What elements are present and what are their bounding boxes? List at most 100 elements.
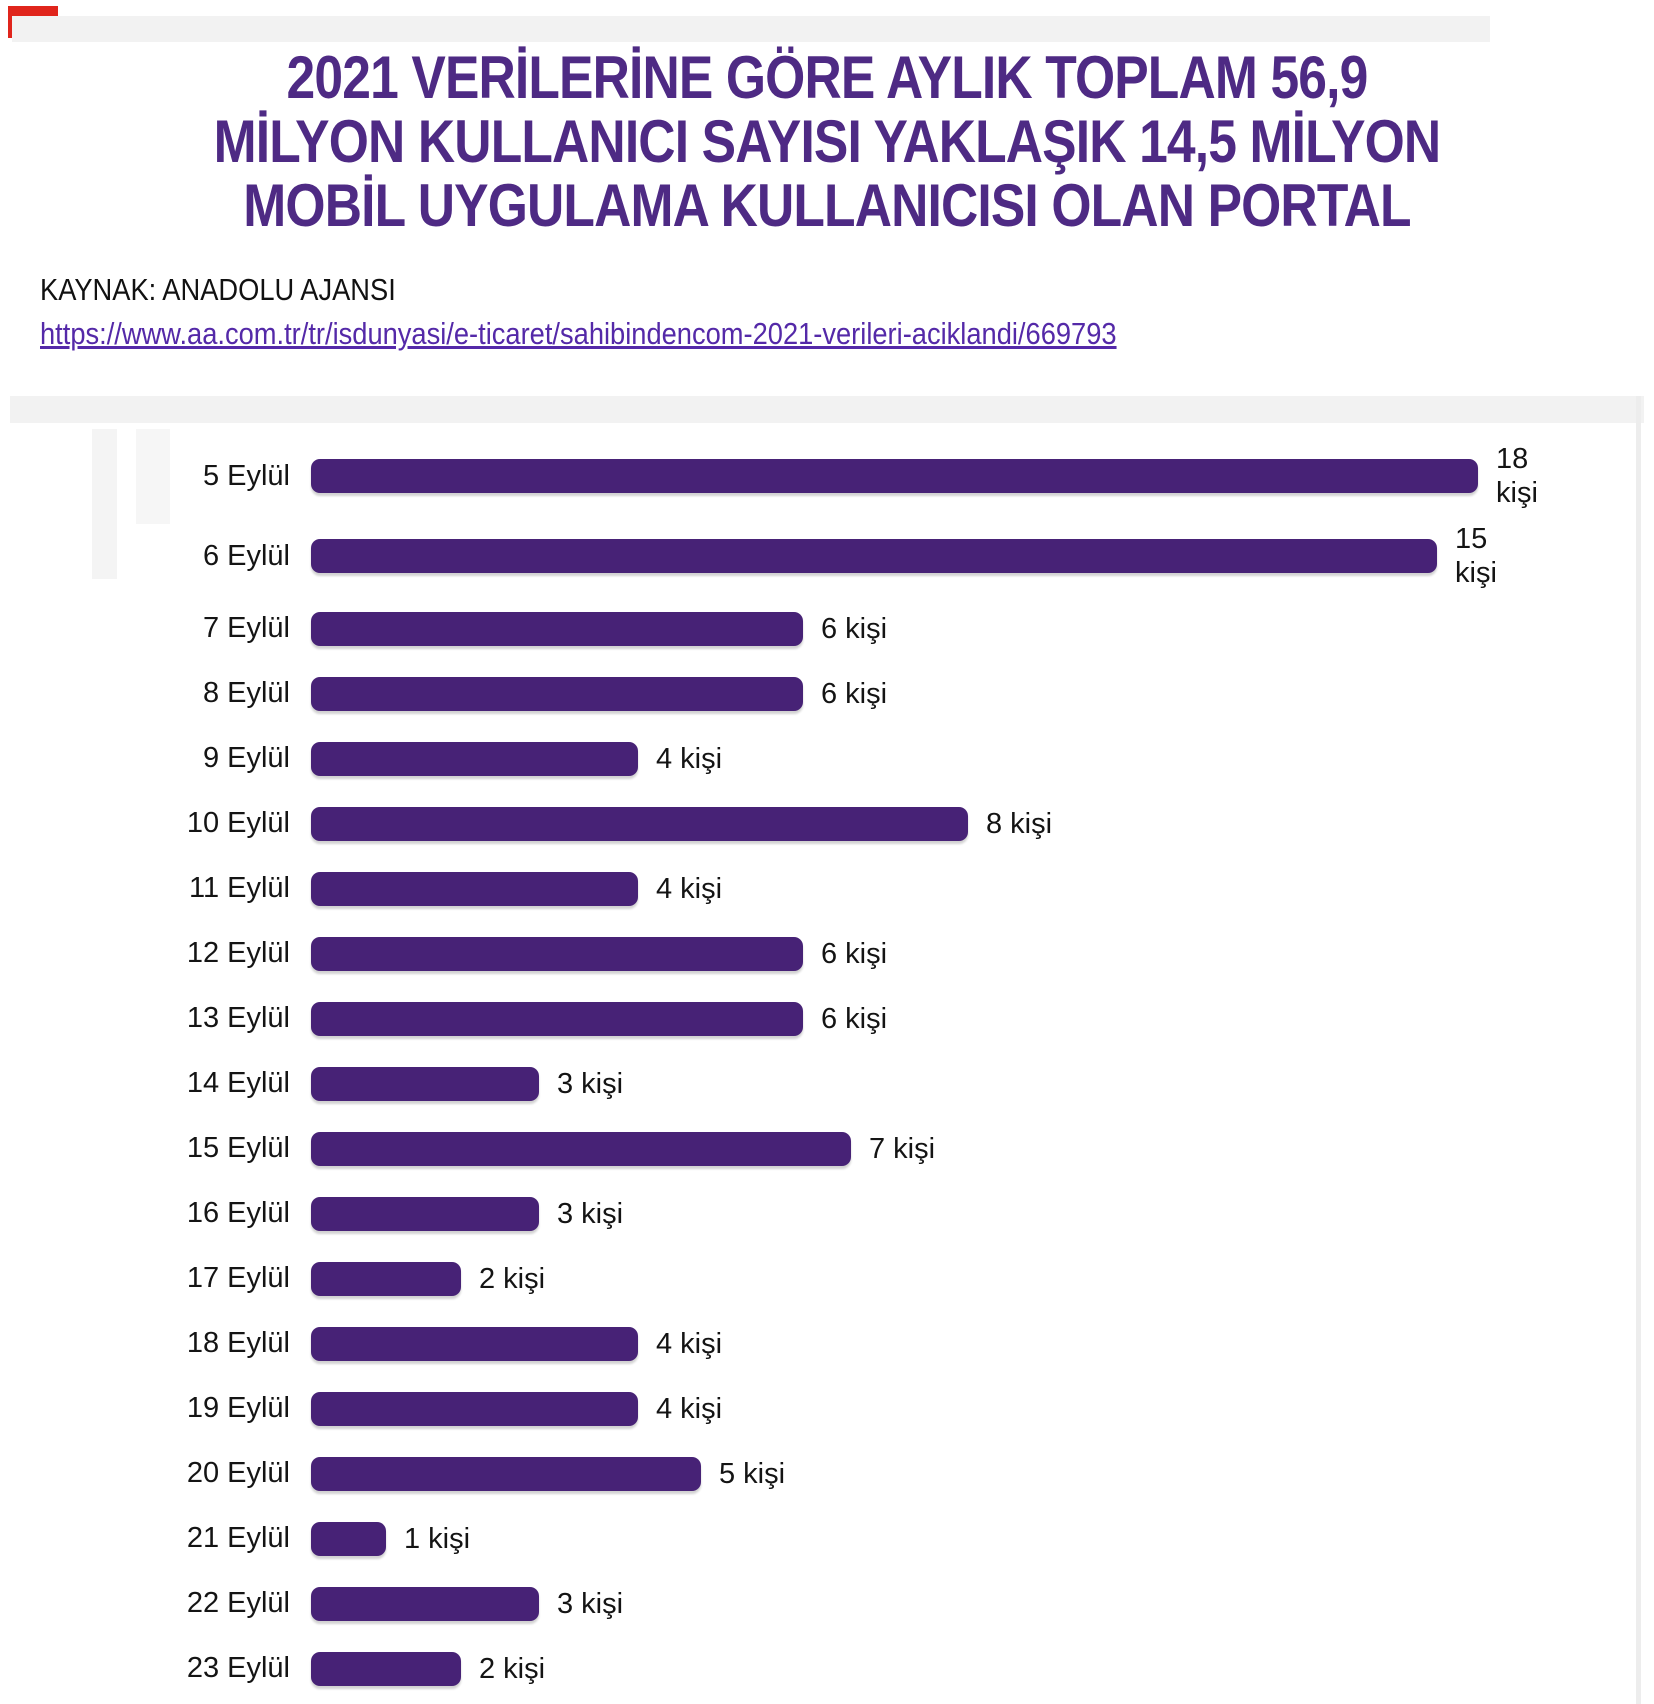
bar-chart: 5 Eylül 18 kişi 6 Eylül 15 kişi 7 Eylül 6 kişi 8…: [0, 436, 1654, 1701]
value-label: 8 kişi: [986, 807, 1052, 841]
value-label: 2 kişi: [479, 1262, 545, 1296]
bar: [311, 1261, 461, 1296]
chart-row: 7 Eylül 6 kişi: [0, 596, 1654, 661]
bar: [311, 1131, 851, 1166]
category-label: 19 Eylül: [186, 1392, 290, 1424]
value-label: 6 kişi: [821, 612, 887, 646]
value-label-line: 4 kişi: [656, 872, 723, 905]
source-label: KAYNAK: ANADOLU AJANSI: [40, 272, 396, 307]
chart-row: 9 Eylül 4 kişi: [0, 726, 1654, 791]
category-label: 16 Eylül: [186, 1197, 290, 1229]
bar: [311, 1391, 638, 1426]
value-label: 3 kişi: [557, 1067, 623, 1101]
chart-row: 17 Eylül 2 kişi: [0, 1246, 1654, 1311]
value-label: 15 kişi: [1455, 522, 1497, 590]
value-label: 4 kişi: [656, 872, 722, 906]
ghost-artifact-left: [92, 429, 117, 579]
value-label: 6 kişi: [821, 677, 887, 711]
chart-row: 18 Eylül 4 kişi: [0, 1311, 1654, 1376]
category-label: 6 Eylül: [202, 539, 290, 572]
page-title: 2021 VERİLERİNE GÖRE AYLIK TOPLAM 56,9 M…: [116, 46, 1538, 238]
category-label: 8 Eylül: [202, 677, 290, 709]
value-label-line: 6 kişi: [821, 612, 888, 645]
chart-row: 19 Eylül 4 kişi: [0, 1376, 1654, 1441]
value-label: 1 kişi: [404, 1522, 470, 1556]
value-label-line: 3 kişi: [557, 1197, 624, 1230]
category-label: 13 Eylül: [186, 1002, 290, 1034]
right-edge-strip: [1636, 396, 1641, 1704]
value-label-line: 2 kişi: [479, 1262, 546, 1295]
value-label: 4 kişi: [656, 1327, 722, 1361]
value-label-line: kişi: [1496, 477, 1538, 509]
bar: [311, 611, 803, 646]
page-title-line-1: 2021 VERİLERİNE GÖRE AYLIK TOPLAM 56,9: [286, 44, 1369, 111]
value-label: 3 kişi: [557, 1587, 623, 1621]
chart-row: 12 Eylül 6 kişi: [0, 921, 1654, 986]
category-label: 18 Eylül: [186, 1327, 290, 1359]
bar: [311, 1196, 539, 1231]
bar: [311, 1651, 461, 1686]
chart-row: 14 Eylül 3 kişi: [0, 1051, 1654, 1116]
chart-row: 22 Eylül 3 kişi: [0, 1571, 1654, 1636]
category-label: 14 Eylül: [186, 1067, 290, 1099]
bar: [311, 936, 803, 971]
value-label-line: 6 kişi: [821, 937, 888, 970]
value-label: 2 kişi: [479, 1652, 545, 1686]
bar: [311, 1456, 701, 1491]
chart-separator-band: [10, 396, 1644, 423]
bar: [311, 806, 968, 841]
value-label-line: 18: [1496, 443, 1529, 475]
value-label-line: 2 kişi: [479, 1652, 546, 1685]
value-label-line: 8 kişi: [986, 807, 1053, 840]
bar: [311, 741, 638, 776]
bar: [311, 459, 1478, 493]
value-label-line: 4 kişi: [656, 742, 723, 775]
value-label: 18 kişi: [1496, 442, 1538, 510]
value-label-line: 1 kişi: [404, 1522, 471, 1555]
value-label: 6 kişi: [821, 1002, 887, 1036]
bar: [311, 871, 638, 906]
value-label: 3 kişi: [557, 1197, 623, 1231]
chart-row: 6 Eylül 15 kişi: [0, 516, 1654, 596]
chart-row: 5 Eylül 18 kişi: [0, 436, 1654, 516]
value-label: 6 kişi: [821, 937, 887, 971]
chart-row: 15 Eylül 7 kişi: [0, 1116, 1654, 1181]
value-label-line: 7 kişi: [869, 1132, 936, 1165]
value-label-line: 4 kişi: [656, 1392, 723, 1425]
category-label: 23 Eylül: [186, 1652, 290, 1684]
value-label-line: 5 kişi: [719, 1457, 786, 1490]
chart-row: 13 Eylül 6 kişi: [0, 986, 1654, 1051]
category-label: 22 Eylül: [186, 1587, 290, 1619]
source-url-link[interactable]: https://www.aa.com.tr/tr/isdunyasi/e-tic…: [40, 316, 1117, 351]
bar: [311, 1066, 539, 1101]
category-label: 17 Eylül: [186, 1262, 290, 1294]
chart-row: 10 Eylül 8 kişi: [0, 791, 1654, 856]
value-label: 4 kişi: [656, 742, 722, 776]
category-label: 5 Eylül: [202, 459, 290, 492]
value-label-line: 15: [1455, 523, 1488, 555]
chart-row: 8 Eylül 6 kişi: [0, 661, 1654, 726]
category-label: 12 Eylül: [186, 937, 290, 969]
chart-row: 16 Eylül 3 kişi: [0, 1181, 1654, 1246]
chart-row: 21 Eylül 1 kişi: [0, 1506, 1654, 1571]
chart-row: 23 Eylül 2 kişi: [0, 1636, 1654, 1701]
chart-row: 20 Eylül 5 kişi: [0, 1441, 1654, 1506]
bar: [311, 1521, 386, 1556]
value-label-line: 3 kişi: [557, 1067, 624, 1100]
top-gray-band: [12, 16, 1490, 42]
value-label-line: 4 kişi: [656, 1327, 723, 1360]
category-label: 21 Eylül: [186, 1522, 290, 1554]
value-label-line: 6 kişi: [821, 677, 888, 710]
bar: [311, 676, 803, 711]
ghost-artifact-left-2: [136, 429, 170, 524]
page-title-line-2: MİLYON KULLANICI SAYISI YAKLAŞIK 14,5 Mİ…: [213, 108, 1442, 175]
bar: [311, 1586, 539, 1621]
bar: [311, 1326, 638, 1361]
chart-row: 11 Eylül 4 kişi: [0, 856, 1654, 921]
value-label-line: kişi: [1455, 557, 1497, 589]
category-label: 9 Eylül: [202, 742, 290, 774]
value-label-line: 6 kişi: [821, 1002, 888, 1035]
page-title-line-3: MOBİL UYGULAMA KULLANICISI OLAN PORTAL: [243, 172, 1411, 239]
category-label: 7 Eylül: [202, 612, 290, 644]
